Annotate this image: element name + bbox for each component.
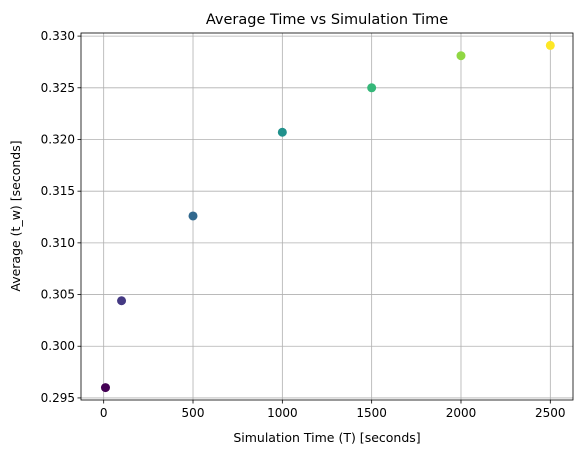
y-tick-label: 0.300 (41, 339, 75, 353)
data-point (117, 296, 127, 306)
x-tick-label: 1000 (267, 406, 298, 420)
data-points (100, 40, 555, 393)
y-tick-label: 0.325 (41, 81, 75, 95)
x-tick-label: 500 (182, 406, 205, 420)
data-point (367, 83, 377, 93)
y-axis-ticks: 0.295 0.300 0.305 0.310 0.315 0.320 0.325 0.330 (41, 29, 81, 405)
x-axis-label: Simulation Time (T) [seconds] (233, 430, 420, 445)
x-tick-label: 2000 (446, 406, 477, 420)
grid-lines (81, 33, 573, 400)
x-tick-label: 1500 (356, 406, 387, 420)
y-tick-label: 0.330 (41, 29, 75, 43)
y-tick-label: 0.295 (41, 391, 75, 405)
x-tick-label: 2500 (535, 406, 566, 420)
plot-area-frame (80, 32, 574, 401)
y-tick-label: 0.305 (41, 288, 75, 302)
chart-title: Average Time vs Simulation Time (206, 12, 448, 28)
data-point (456, 51, 466, 61)
y-tick-label: 0.310 (41, 236, 75, 250)
x-axis-ticks: 0 500 1000 1500 2000 2500 (100, 400, 566, 420)
data-point (277, 127, 287, 137)
data-point (188, 211, 198, 221)
x-tick-label: 0 (100, 406, 108, 420)
y-tick-label: 0.320 (41, 132, 75, 146)
y-tick-label: 0.315 (41, 184, 75, 198)
y-axis-label: Average (t_w) [seconds] (8, 140, 23, 291)
data-point (545, 40, 555, 50)
data-point (100, 383, 110, 393)
